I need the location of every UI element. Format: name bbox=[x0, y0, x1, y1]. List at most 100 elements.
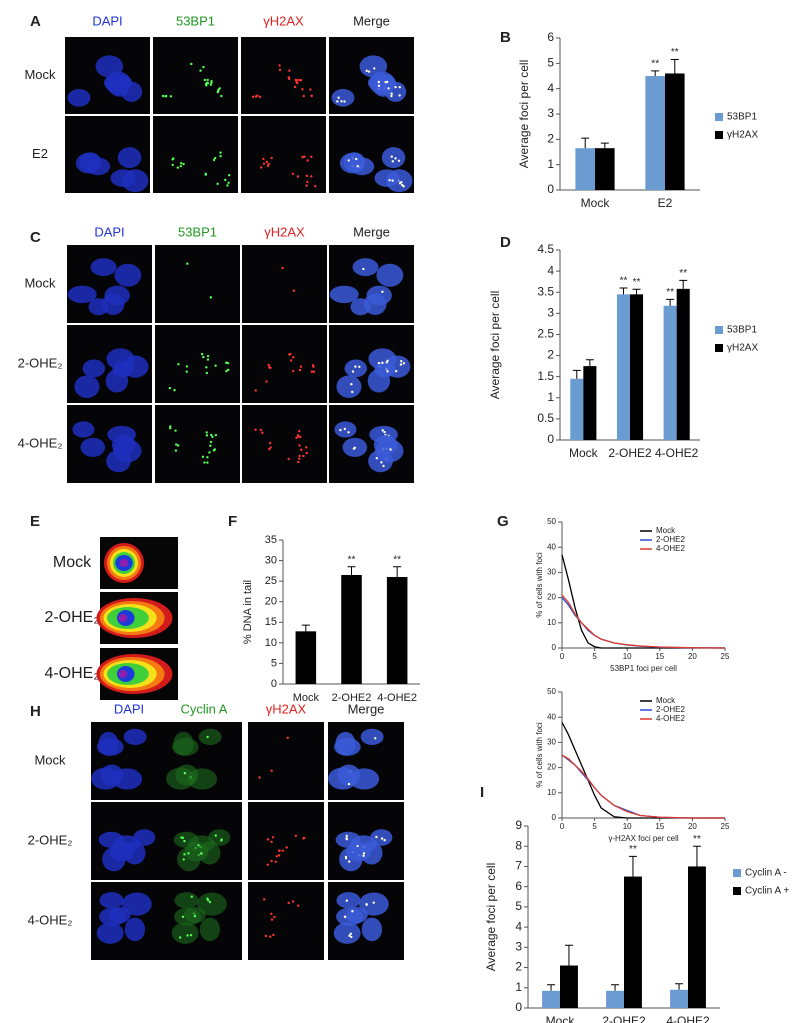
x-axis-label: γ-H2AX foci per cell bbox=[608, 834, 678, 843]
panel-letter: D bbox=[500, 234, 511, 251]
error-bar bbox=[600, 142, 609, 149]
focus bbox=[345, 837, 349, 841]
y-tick-label: 30 bbox=[547, 738, 556, 747]
focus bbox=[362, 854, 365, 857]
nucleus bbox=[333, 922, 361, 944]
focus bbox=[305, 174, 309, 178]
nucleus bbox=[359, 892, 389, 916]
focus bbox=[171, 158, 174, 161]
focus bbox=[355, 157, 358, 161]
x-tick-label: 5 bbox=[592, 822, 597, 831]
focus bbox=[262, 157, 265, 161]
error-bar bbox=[692, 845, 701, 867]
legend-label: 53BP1 bbox=[727, 325, 757, 336]
focus bbox=[268, 441, 272, 445]
focus bbox=[214, 364, 217, 367]
focus bbox=[181, 836, 185, 839]
focus bbox=[387, 87, 390, 90]
focus bbox=[351, 390, 354, 394]
focus bbox=[312, 370, 316, 373]
legend-label: Mock bbox=[656, 696, 676, 705]
bar bbox=[386, 577, 408, 684]
bar bbox=[663, 305, 677, 440]
focus bbox=[190, 895, 193, 898]
row-label: 4-OHE₂ bbox=[18, 435, 63, 450]
column-header: Merge bbox=[353, 13, 390, 28]
focus bbox=[206, 735, 209, 739]
focus bbox=[339, 428, 342, 432]
significance: ** bbox=[633, 277, 641, 288]
focus bbox=[169, 427, 172, 430]
focus bbox=[219, 151, 222, 154]
bar bbox=[606, 990, 624, 1008]
column-header: Merge bbox=[348, 701, 385, 716]
focus bbox=[354, 365, 357, 368]
nucleus bbox=[74, 375, 100, 398]
nucleus bbox=[339, 847, 363, 872]
focus bbox=[297, 78, 301, 82]
y-tick-label: 15 bbox=[265, 616, 277, 628]
focus bbox=[388, 179, 391, 182]
bar bbox=[595, 148, 615, 190]
focus bbox=[296, 81, 299, 85]
focus bbox=[179, 162, 183, 165]
focus bbox=[254, 389, 257, 392]
y-tick-label: 10 bbox=[547, 788, 556, 797]
x-tick-label: 0 bbox=[560, 652, 565, 661]
error-bar bbox=[547, 984, 556, 991]
legend-label: 4-OHE2 bbox=[656, 714, 685, 723]
legend-swatch bbox=[715, 131, 723, 139]
legend-label: 4-OHE2 bbox=[656, 544, 685, 553]
focus bbox=[343, 427, 347, 431]
focus bbox=[225, 369, 228, 373]
focus bbox=[302, 454, 305, 458]
focus bbox=[299, 78, 303, 82]
focus bbox=[270, 912, 273, 916]
focus bbox=[187, 852, 190, 855]
nucleus bbox=[99, 892, 124, 909]
focus bbox=[399, 363, 403, 366]
nucleus bbox=[111, 434, 136, 455]
focus bbox=[208, 900, 212, 904]
focus bbox=[291, 900, 295, 903]
focus bbox=[306, 159, 309, 162]
y-tick-label: 4 bbox=[547, 263, 554, 277]
y-axis-label: Average foci per cell bbox=[484, 863, 498, 972]
focus bbox=[227, 181, 230, 184]
focus bbox=[362, 852, 366, 855]
y-tick-label: 7 bbox=[515, 859, 522, 873]
focus bbox=[385, 80, 389, 84]
focus bbox=[289, 359, 293, 362]
focus bbox=[169, 95, 173, 98]
nucleus bbox=[105, 369, 129, 393]
focus bbox=[381, 290, 384, 293]
bar bbox=[624, 876, 642, 1008]
focus bbox=[205, 84, 208, 87]
y-tick-label: 25 bbox=[265, 575, 277, 587]
panel-letter: C bbox=[30, 229, 41, 246]
legend-label: γH2AX bbox=[727, 343, 758, 354]
focus bbox=[286, 736, 289, 739]
focus bbox=[190, 62, 193, 66]
error-bar bbox=[301, 624, 310, 632]
focus bbox=[181, 915, 185, 919]
bar bbox=[570, 378, 584, 440]
bar bbox=[630, 294, 644, 440]
focus bbox=[377, 80, 381, 84]
focus bbox=[186, 934, 189, 937]
nucleus bbox=[102, 847, 126, 872]
focus bbox=[297, 460, 300, 464]
focus bbox=[281, 266, 284, 270]
focus bbox=[206, 78, 209, 82]
x-tick-label: Mock bbox=[569, 446, 599, 460]
focus bbox=[390, 155, 393, 158]
y-tick-label: 6 bbox=[547, 30, 554, 44]
y-tick-label: 30 bbox=[547, 568, 556, 577]
nucleus bbox=[199, 917, 221, 942]
nucleus bbox=[67, 285, 97, 304]
column-header: DAPI bbox=[114, 701, 144, 716]
row-label: 2-OHE₂ bbox=[44, 609, 99, 626]
focus bbox=[219, 154, 222, 158]
y-tick-label: 0 bbox=[515, 1000, 522, 1014]
row-label: Mock bbox=[24, 275, 56, 290]
